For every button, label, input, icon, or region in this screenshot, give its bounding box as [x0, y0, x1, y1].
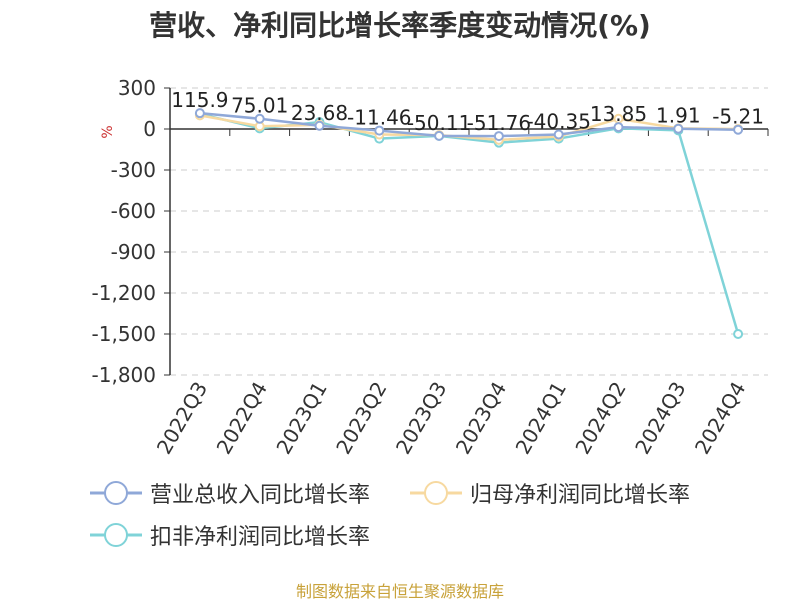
- y-tick-label: -300: [111, 158, 156, 182]
- data-label: 115.9: [171, 88, 228, 112]
- data-label: 75.01: [231, 94, 288, 118]
- y-tick-label: -600: [111, 199, 156, 223]
- gridlines: [170, 87, 768, 376]
- series-2-point: [733, 329, 744, 339]
- x-tick-label: 2023Q2: [331, 378, 391, 459]
- series-0-point: [673, 123, 684, 134]
- chart-title: 营收、净利同比增长率季度变动情况(%): [149, 9, 651, 42]
- legend-revenue-label: 营业总收入同比增长率: [150, 483, 371, 508]
- legend-net-profit-icon: [410, 481, 462, 505]
- x-tick-label: 2022Q4: [212, 378, 272, 459]
- data-labels: 115.9 75.01 23.68-11.46-50.11-51.76-40.351…: [171, 88, 764, 135]
- series-0-point: [254, 113, 265, 124]
- series-0-point: [194, 108, 205, 119]
- data-label: -40.35: [526, 110, 590, 134]
- series-0-point: [733, 124, 744, 135]
- x-tick-label: 2024Q1: [511, 378, 571, 459]
- y-tick-label: -1,200: [92, 281, 156, 305]
- data-label: 1.91: [656, 104, 701, 128]
- data-label: -50.11: [407, 111, 471, 135]
- x-tick-label: 2024Q2: [570, 378, 630, 459]
- y-tick-label: 0: [143, 117, 156, 141]
- x-tick-label: 2024Q3: [630, 378, 690, 459]
- legend-net-profit-label: 归母净利润同比增长率: [470, 483, 691, 508]
- series-line-0: [199, 111, 739, 138]
- series-0-point: [493, 131, 504, 142]
- data-label: 13.85: [590, 102, 647, 126]
- data-label: -5.21: [712, 105, 764, 129]
- x-tick-label: 2024Q4: [690, 378, 750, 459]
- y-tick-label: 300: [118, 76, 156, 100]
- series-0-point: [374, 125, 385, 136]
- legend-deducted-profit-icon: [90, 523, 142, 547]
- data-label: -11.46: [347, 106, 411, 130]
- legend-item-revenue[interactable]: 营业总收入同比增长率: [90, 478, 370, 508]
- series-0-point: [613, 122, 624, 133]
- x-tick-label: 2022Q3: [152, 378, 212, 459]
- series-0-point: [314, 120, 325, 131]
- source-note: 制图数据来自恒生聚源数据库: [295, 582, 504, 601]
- series-0-point: [434, 130, 445, 141]
- legend-item-net-profit[interactable]: 归母净利润同比增长率: [410, 478, 690, 508]
- x-tick-label: 2023Q3: [391, 377, 451, 458]
- series-line-2: [199, 112, 740, 335]
- data-label: 23.68: [291, 101, 348, 125]
- y-tick-label: -900: [111, 240, 156, 264]
- data-label: -51.76: [467, 111, 531, 135]
- x-tick-label: 2023Q4: [451, 378, 511, 459]
- x-tick-label: 2023Q1: [271, 378, 331, 459]
- y-axis-label: %: [100, 125, 116, 138]
- y-tick-label: -1,800: [92, 363, 156, 387]
- series-line-1: [199, 114, 739, 142]
- legend-deducted-profit-label: 扣非净利润同比增长率: [150, 525, 371, 550]
- series-lines: [194, 108, 744, 339]
- legend-item-deducted-profit[interactable]: 扣非净利润同比增长率: [90, 520, 370, 550]
- series-0-point: [553, 129, 564, 140]
- legend-revenue-icon: [90, 481, 142, 505]
- y-tick-label: -1,500: [92, 322, 156, 346]
